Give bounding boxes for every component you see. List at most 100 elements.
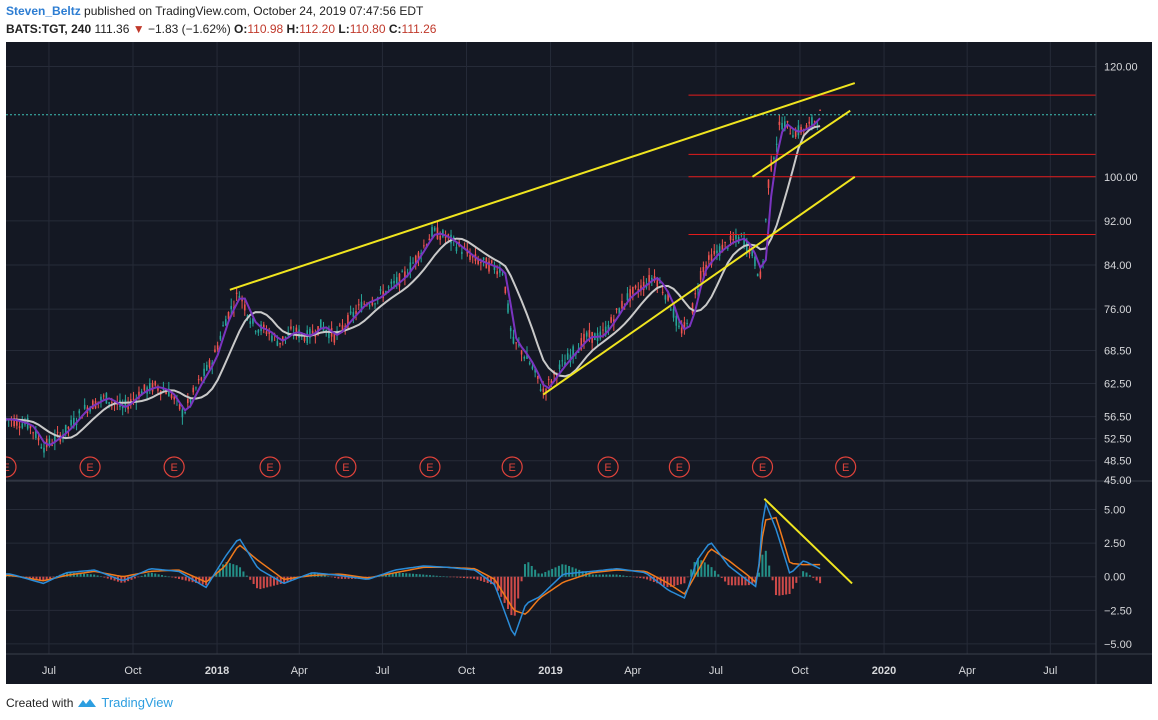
candle-body [507,303,509,313]
candle-body [276,341,279,346]
candle-body [187,399,189,404]
candle-body [716,250,718,253]
trendline [542,175,856,396]
candle-body [24,422,26,425]
macd-histogram-bar [479,576,482,581]
earnings-marker-label: E [342,462,349,474]
macd-histogram-bar [646,576,649,580]
candle-body [363,303,365,305]
macd-histogram-bar [493,576,496,586]
macd-histogram-bar [632,576,635,578]
candle-body [18,426,21,428]
candle-body [520,350,523,355]
macd-histogram-bar [242,571,245,577]
candle-body [713,250,716,255]
macd-histogram-bar [774,576,777,596]
candle-body [792,135,794,138]
macd-histogram-bar [252,576,255,585]
candle-body [265,331,268,335]
macd-histogram-bar [38,576,41,581]
macd-histogram-bar [52,576,55,578]
candle-body [224,319,227,326]
price-tick-label: 120.00 [1104,62,1138,74]
candle-body [651,277,653,280]
macd-histogram-bar [106,576,109,579]
price-lines [6,117,822,637]
created-with-text: Created with [6,695,74,710]
macd-histogram-bar [669,576,672,587]
candle-body [558,364,561,370]
time-tick-label: 2020 [872,665,896,677]
macd-histogram-bar [76,573,79,577]
macd-histogram-bar [384,574,387,577]
macd-histogram-bar [724,576,727,582]
candle-body [629,289,631,301]
candle-body [561,360,564,362]
macd-histogram-bar [710,567,713,577]
candle-body [64,424,67,434]
candle-body [295,327,298,334]
candle-body [697,289,699,291]
macd-histogram-bar [340,576,343,579]
macd-histogram-bar [649,576,652,581]
candle-body [168,388,170,397]
high-label: H: [286,22,300,36]
macd-histogram-bar [768,565,771,577]
high-value: 112.20 [299,22,336,36]
candle-body [431,227,433,237]
earnings-marker-icon [335,456,357,478]
chart-area[interactable]: 114.82111.26104.06100.0089.54EEEEEEEEEEE… [6,42,1152,684]
candle-body [138,391,140,399]
macd-histogram-bar [327,576,330,577]
candle-body [751,248,754,256]
candle-body [206,364,208,371]
macd-histogram-bar [144,574,147,577]
macd-histogram-bar [428,575,431,577]
macd-histogram-bar [177,576,180,579]
macd-histogram-bar [561,564,564,577]
candle-body [588,330,591,338]
macd-histogram-bar [174,576,177,579]
macd-histogram-bar [727,576,730,586]
candle-body [279,342,281,345]
macd-histogram-bar [808,575,811,577]
candle-body [727,247,729,249]
candle-body [808,121,811,124]
time-tick-label: Apr [959,665,976,677]
macd-histogram-bar [568,565,571,577]
candle-body [778,121,781,125]
macd-tick-label: −2.50 [1104,605,1132,617]
candle-body [615,308,618,310]
macd-histogram-bar [259,576,262,590]
candle-body [371,302,374,306]
candle-body [111,402,113,404]
tradingview-brand[interactable]: TradingView [101,695,173,710]
earnings-marker-label: E [508,462,515,474]
candle-body [154,381,157,386]
macd-histogram-bar [412,573,415,577]
macd-histogram-bar [578,569,581,577]
candle-body [667,291,669,301]
candle-body [735,234,737,240]
candle-body [670,309,672,311]
candle-body [469,254,471,260]
candle-body [203,368,205,376]
candle-body [599,331,602,339]
macd-histogram-bar [408,573,411,577]
candle-body [661,291,664,294]
macd-histogram-bar [42,576,45,581]
macd-histogram-bar [713,570,716,577]
macd-histogram-bar [157,574,160,577]
macd-histogram-bar [581,571,584,577]
time-tick-label: Apr [624,665,641,677]
macd-histogram-bar [615,574,618,577]
candle-body [355,310,357,315]
macd-histogram-bar [540,573,543,577]
candle-body [528,362,531,365]
candle-body [634,285,637,288]
candle-body [338,324,341,326]
candle-body [683,322,686,331]
candle-body [499,268,501,273]
macd-histogram-bar [456,576,459,578]
author-name[interactable]: Steven_Beltz [6,4,81,18]
